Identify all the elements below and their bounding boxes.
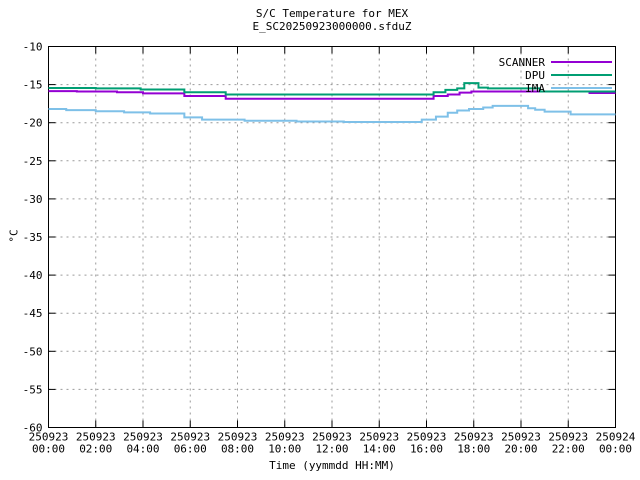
x-tick-label-date: 250923 xyxy=(170,431,210,444)
y-axis-label: °C xyxy=(7,229,21,243)
series-line-ima xyxy=(48,104,616,123)
x-tick-label-time: 06:00 xyxy=(174,443,207,456)
x-tick-label-date: 250923 xyxy=(359,431,399,444)
x-tick-label-date: 250923 xyxy=(454,431,494,444)
y-tick-label: -30 xyxy=(23,193,43,206)
y-tick-label: -25 xyxy=(23,155,43,168)
y-tick-label: -60 xyxy=(23,422,43,435)
y-tick-label: -20 xyxy=(23,117,43,130)
x-tick-label-time: 00:00 xyxy=(32,443,65,456)
chart-subtitle: E_SC20250923000000.sfduZ xyxy=(252,20,412,33)
x-tick-label-time: 18:00 xyxy=(457,443,490,456)
x-tick-label-time: 22:00 xyxy=(552,443,585,456)
x-tick-label-time: 20:00 xyxy=(504,443,537,456)
x-tick-label-date: 250923 xyxy=(29,431,69,444)
series-line-scanner xyxy=(48,90,616,100)
y-tick-label: -55 xyxy=(23,383,43,396)
series-line-dpu xyxy=(48,82,616,96)
x-tick-label-date: 250923 xyxy=(218,431,258,444)
y-tick-label: -35 xyxy=(23,231,43,244)
x-tick-label-date: 250923 xyxy=(265,431,305,444)
x-axis-label: Time (yymmdd HH:MM) xyxy=(269,459,395,472)
x-tick-label-date: 250923 xyxy=(123,431,163,444)
x-tick-label-time: 12:00 xyxy=(315,443,348,456)
x-tick-label-time: 14:00 xyxy=(363,443,396,456)
chart-title: S/C Temperature for MEX xyxy=(255,7,409,20)
legend-label-scanner: SCANNER xyxy=(499,56,546,69)
x-tick-label-date: 250923 xyxy=(501,431,541,444)
x-tick-label-date: 250923 xyxy=(548,431,588,444)
y-tick-label: -50 xyxy=(23,345,43,358)
y-tick-label: -40 xyxy=(23,269,43,282)
x-tick-label-time: 00:00 xyxy=(599,443,632,456)
x-tick-label-time: 02:00 xyxy=(79,443,112,456)
x-tick-label-date: 250923 xyxy=(312,431,352,444)
y-tick-label: -10 xyxy=(23,41,43,54)
x-tick-label-time: 16:00 xyxy=(410,443,443,456)
x-tick-label-time: 08:00 xyxy=(221,443,254,456)
legend-label-ima: IMA xyxy=(525,82,545,95)
x-tick-label-date: 250923 xyxy=(76,431,116,444)
x-tick-label-date: 250923 xyxy=(407,431,447,444)
x-tick-label-time: 10:00 xyxy=(268,443,301,456)
x-tick-label-time: 04:00 xyxy=(126,443,159,456)
y-tick-label: -15 xyxy=(23,79,43,92)
x-tick-label-date: 250924 xyxy=(596,431,636,444)
legend-label-dpu: DPU xyxy=(525,69,545,82)
y-tick-label: -45 xyxy=(23,307,43,320)
